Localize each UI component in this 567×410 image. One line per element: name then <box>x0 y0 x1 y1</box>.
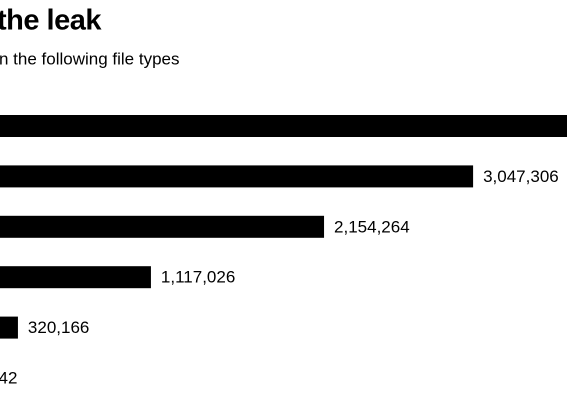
value-label: 1,117,026 <box>161 268 235 287</box>
value-label: 2,154,264 <box>334 217 410 236</box>
value-label: 3,047,306 <box>483 167 559 186</box>
bar <box>0 215 325 238</box>
bar <box>0 115 567 137</box>
bar <box>0 266 151 289</box>
chart-title: the leak <box>0 5 102 37</box>
bar <box>0 165 474 188</box>
value-label: 2,242 <box>0 368 17 387</box>
bar <box>0 316 18 339</box>
value-label: 320,166 <box>28 318 89 337</box>
chart-subtitle: n the following file types <box>0 49 180 68</box>
